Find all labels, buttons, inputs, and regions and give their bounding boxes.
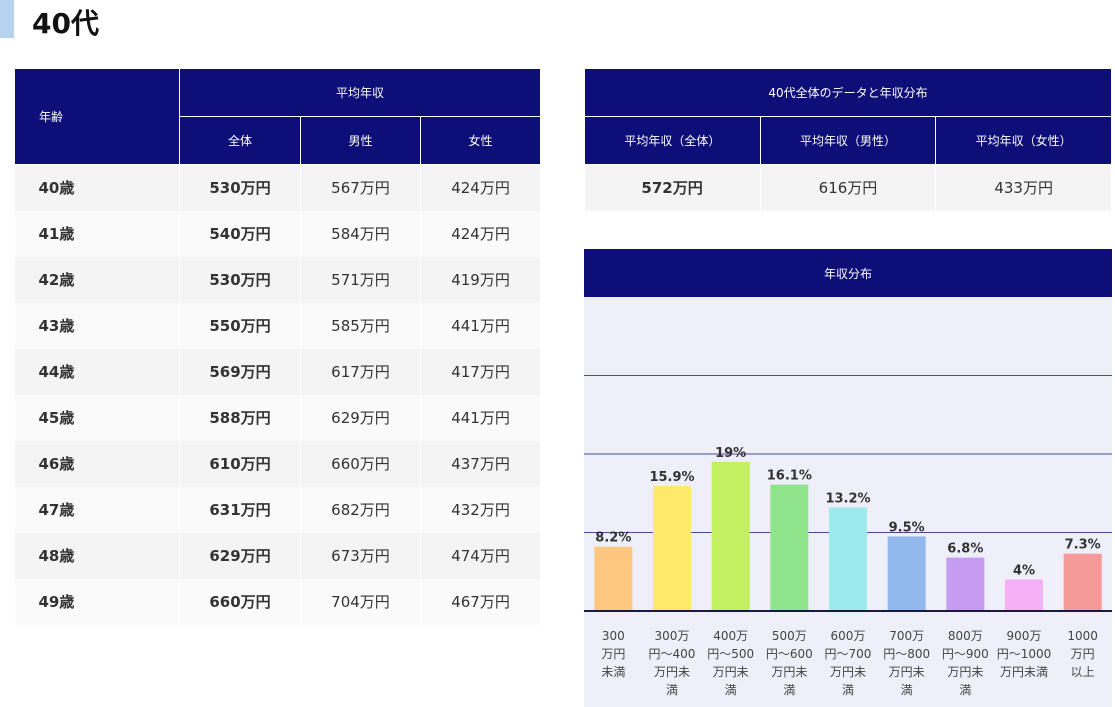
summary-title: 40代全体のデータと年収分布	[584, 68, 1112, 117]
bar	[829, 507, 867, 611]
table-row: 47歳 631万円 682万円 432万円	[14, 486, 542, 533]
x-tick-label: 600万 円～700 万円未満	[824, 629, 872, 697]
bar	[770, 484, 809, 611]
female-income-cell: 419万円	[420, 256, 542, 303]
age-cell: 41歳	[14, 210, 180, 257]
heading-accent-bar	[0, 0, 14, 38]
data-label: 19%	[715, 446, 746, 461]
male-income-cell: 567万円	[300, 164, 421, 211]
bar	[887, 536, 926, 611]
total-income-cell: 660万円	[179, 578, 301, 625]
table-row: 42歳 530万円 571万円 419万円	[14, 256, 542, 303]
female-income-cell: 424万円	[420, 164, 542, 211]
age-cell: 49歳	[14, 578, 180, 625]
female-income-cell: 424万円	[420, 210, 542, 257]
age-column-header: 年齢	[14, 68, 180, 165]
summary-male-value: 616万円	[760, 164, 937, 211]
bar	[1005, 579, 1043, 611]
age-cell: 44歳	[14, 348, 180, 395]
table-row: 40歳 530万円 567万円 424万円	[14, 164, 542, 211]
male-column-header: 男性	[300, 116, 421, 165]
table-row: 45歳 588万円 629万円 441万円	[14, 394, 542, 441]
x-tick-label: 800万 円～900 万円未満	[941, 629, 989, 697]
female-income-cell: 432万円	[420, 486, 542, 533]
table-row: 49歳 660万円 704万円 467万円	[14, 578, 542, 625]
summary-total-value: 572万円	[584, 164, 761, 211]
summary-male-header: 平均年収（男性）	[759, 116, 937, 165]
age-cell: 46歳	[14, 440, 180, 487]
table-row: 41歳 540万円 584万円 424万円	[14, 210, 542, 257]
female-income-cell: 441万円	[420, 302, 542, 349]
x-tick-label: 500万 円～600 万円未満	[765, 629, 813, 697]
male-income-cell: 682万円	[300, 486, 421, 533]
total-income-cell: 540万円	[179, 210, 301, 257]
bar	[1063, 553, 1102, 611]
age-cell: 42歳	[14, 256, 180, 303]
age-cell: 40歳	[14, 164, 180, 211]
data-label: 15.9%	[649, 470, 694, 485]
female-column-header: 女性	[419, 116, 542, 165]
male-income-cell: 571万円	[300, 256, 421, 303]
female-income-cell: 467万円	[420, 578, 542, 625]
total-income-cell: 550万円	[179, 302, 301, 349]
male-income-cell: 617万円	[300, 348, 421, 395]
x-tick-label: 300万 円～400 万円未満	[648, 629, 696, 697]
table-row: 48歳 629万円 673万円 474万円	[14, 532, 542, 579]
total-column-header: 全体	[179, 116, 301, 165]
data-label: 6.8%	[947, 542, 983, 557]
data-label: 4%	[1013, 564, 1035, 579]
page-title: 40代	[32, 7, 99, 40]
female-income-cell: 437万円	[420, 440, 542, 487]
female-income-cell: 474万円	[420, 532, 542, 579]
table-row: 44歳 569万円 617万円 417万円	[14, 348, 542, 395]
total-income-cell: 610万円	[179, 440, 301, 487]
age-cell: 47歳	[14, 486, 180, 533]
total-income-cell: 569万円	[179, 348, 301, 395]
bar	[946, 557, 985, 611]
data-label: 16.1%	[767, 469, 812, 484]
female-income-cell: 417万円	[420, 348, 542, 395]
total-income-cell: 588万円	[179, 394, 301, 441]
total-income-cell: 631万円	[179, 486, 301, 533]
age-cell: 48歳	[14, 532, 180, 579]
bar	[594, 546, 633, 611]
bar	[711, 461, 750, 611]
data-label: 13.2%	[825, 491, 870, 506]
income-distribution-chart: 8.2% 15.9% 19% 16.1% 13.2% 9.5% 6.8% 4% 7.3% 300…	[584, 297, 1112, 707]
male-income-cell: 629万円	[300, 394, 421, 441]
x-tick-label: 300 万円 未満	[601, 629, 626, 679]
bar	[653, 486, 691, 611]
average-income-header: 平均年収	[178, 68, 542, 117]
male-income-cell: 704万円	[300, 578, 421, 625]
summary-female-value: 433万円	[935, 164, 1112, 211]
summary-total-header: 平均年収（全体）	[584, 116, 761, 165]
x-tick-label: 700万 円～800 万円未満	[883, 629, 931, 697]
x-tick-label: 900万 円～1000 万円未満	[996, 629, 1052, 679]
x-tick-label: 1000 万円 以上	[1067, 629, 1098, 679]
summary-female-header: 平均年収（女性）	[935, 116, 1112, 165]
chart-canvas: 8.2% 15.9% 19% 16.1% 13.2% 9.5% 6.8% 4% 7.3%	[584, 375, 1112, 612]
age-cell: 43歳	[14, 302, 180, 349]
male-income-cell: 660万円	[300, 440, 421, 487]
total-income-cell: 629万円	[179, 532, 301, 579]
summary-table: 40代全体のデータと年収分布 平均年収（全体） 平均年収（男性） 平均年収（女性…	[584, 68, 1112, 211]
data-label: 9.5%	[889, 520, 925, 535]
distribution-title: 年収分布	[584, 249, 1112, 297]
data-label: 7.3%	[1065, 538, 1101, 553]
table-row: 46歳 610万円 660万円 437万円	[14, 440, 542, 487]
x-tick-label: 400万 円～500 万円未満	[707, 629, 755, 697]
total-income-cell: 530万円	[179, 256, 301, 303]
age-cell: 45歳	[14, 394, 180, 441]
table-row: 43歳 550万円 585万円 441万円	[14, 302, 542, 349]
female-income-cell: 441万円	[420, 394, 542, 441]
male-income-cell: 673万円	[300, 532, 421, 579]
age-income-table: 年齢 平均年収 全体 男性 女性 40歳 530万円 567万円 424万円 41歳 54…	[14, 68, 542, 625]
data-label: 8.2%	[595, 531, 631, 546]
total-income-cell: 530万円	[179, 164, 301, 211]
male-income-cell: 584万円	[300, 210, 421, 257]
male-income-cell: 585万円	[300, 302, 421, 349]
